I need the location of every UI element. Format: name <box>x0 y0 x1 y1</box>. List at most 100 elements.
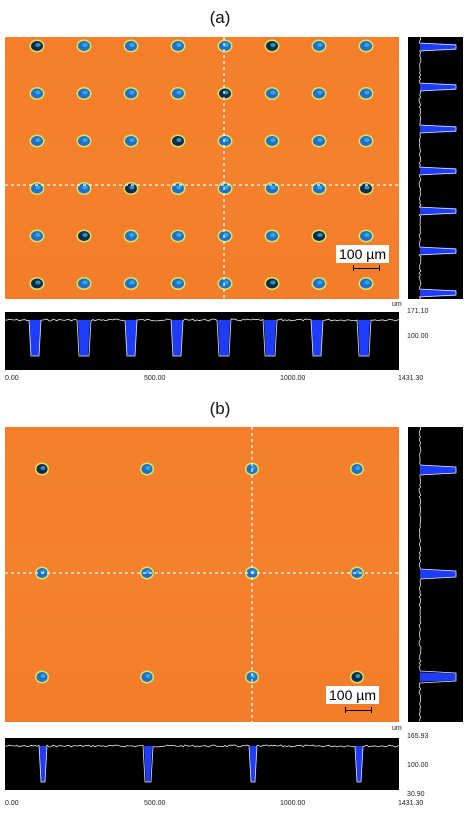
hole <box>217 134 233 148</box>
profile-spike <box>420 289 456 297</box>
profile-well <box>218 320 230 356</box>
side-a-svg <box>418 37 457 299</box>
hole <box>217 229 233 243</box>
panel-a-vertical-profile <box>408 37 463 299</box>
hole <box>35 462 49 476</box>
panel-a-scale-bar-label: 100 µm <box>336 245 389 263</box>
hole <box>217 277 233 290</box>
hole <box>358 39 374 53</box>
hole <box>311 229 327 243</box>
profile-well <box>39 746 47 782</box>
hole <box>311 87 327 100</box>
hole <box>358 229 374 243</box>
hole <box>35 670 49 684</box>
profile-well <box>355 746 363 782</box>
panel-a-scale-bar-cap-left <box>353 265 354 271</box>
panel-a-z-max: 171.10 <box>407 308 429 315</box>
hole <box>264 134 280 148</box>
profile-well <box>358 320 370 356</box>
panel-b-vertical-profile <box>408 427 463 722</box>
hole <box>76 182 92 195</box>
profile-spike <box>420 672 456 682</box>
profile-well <box>125 320 137 356</box>
hole <box>311 277 327 290</box>
profile-well <box>264 320 276 356</box>
hole <box>140 566 154 580</box>
hole <box>140 670 154 684</box>
profile-well <box>29 320 41 356</box>
panel-b-z-min: 30.90 <box>407 791 425 798</box>
hole <box>123 182 139 195</box>
hole <box>123 39 139 53</box>
hole <box>217 182 233 195</box>
profile-well <box>249 746 257 782</box>
profile-line <box>418 427 457 722</box>
hole <box>264 277 280 290</box>
hole <box>29 277 45 290</box>
profile-spike <box>420 247 456 255</box>
profile-line <box>5 318 399 357</box>
panel-a-horizontal-profile <box>5 312 399 370</box>
panel-a-x-tick-500: 500.00 <box>144 375 166 382</box>
panel-b-scale-bar <box>345 710 371 711</box>
hole <box>170 39 186 53</box>
hole <box>170 134 186 148</box>
panel-a-unit: um <box>392 301 402 308</box>
hole <box>245 670 259 684</box>
panel-b-x-tick-0: 0.00 <box>5 800 19 807</box>
panel-a-z-100: 100.00 <box>407 333 429 340</box>
hole <box>170 87 186 100</box>
bottom-a-svg <box>5 318 399 357</box>
hole <box>358 134 374 148</box>
panel-a-scale-bar <box>353 268 379 269</box>
panel-b-z-100: 100.00 <box>407 762 429 769</box>
panel-b-unit: um <box>392 725 402 732</box>
side-b-svg <box>418 427 457 722</box>
hole <box>358 87 374 100</box>
bottom-b-svg <box>5 744 399 783</box>
panel-b-label: (b) <box>209 399 231 418</box>
hole <box>123 229 139 243</box>
hole <box>123 277 139 290</box>
panel-b-height-map <box>5 427 399 722</box>
hole <box>358 277 374 290</box>
profile-spike <box>420 125 456 133</box>
panel-a-label: (a) <box>209 8 231 27</box>
hole <box>264 229 280 243</box>
panel-b-horizontal-profile <box>5 738 399 790</box>
profile-spike <box>420 569 456 579</box>
hole <box>264 182 280 195</box>
hole <box>311 39 327 53</box>
hole <box>76 229 92 243</box>
profile-spike <box>420 167 456 175</box>
profile-line <box>418 37 457 299</box>
hole <box>76 277 92 290</box>
hole <box>264 87 280 100</box>
map-b-svg <box>5 427 399 722</box>
profile-spike <box>420 465 456 475</box>
profile-spike <box>420 43 456 51</box>
panel-a-x-tick-0: 0.00 <box>5 375 19 382</box>
profile-line <box>5 744 399 783</box>
profile-spike <box>420 83 456 91</box>
panel-b-x-tick-1000: 1000.00 <box>280 800 306 807</box>
hole <box>170 277 186 290</box>
map-a-svg <box>5 37 399 299</box>
hole <box>350 462 364 476</box>
hole <box>217 39 233 53</box>
hole <box>350 566 364 580</box>
hole <box>76 134 92 148</box>
hole <box>350 670 364 684</box>
hole <box>264 39 280 53</box>
hole <box>170 182 186 195</box>
profile-well <box>78 320 90 356</box>
panel-b-x-tick-max: 1431.30 <box>398 800 424 807</box>
panel-a-x-tick-max: 1431.30 <box>398 375 424 382</box>
panel-a-x-tick-1000: 1000.00 <box>280 375 306 382</box>
hole <box>76 87 92 100</box>
profile-well <box>311 320 323 356</box>
panel-b-scale-bar-cap-right <box>371 707 372 713</box>
profile-spike <box>420 207 456 215</box>
hole <box>29 229 45 243</box>
hole <box>311 182 327 195</box>
